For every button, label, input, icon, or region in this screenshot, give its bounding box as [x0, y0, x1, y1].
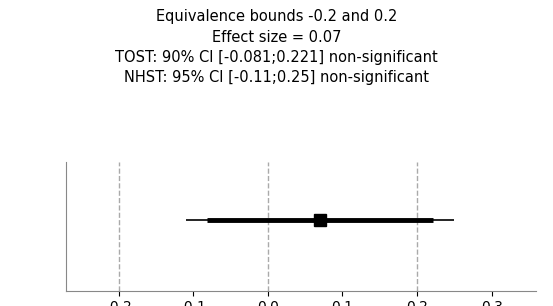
- Text: Equivalence bounds -0.2 and 0.2
Effect size = 0.07
TOST: 90% CI [-0.081;0.221] n: Equivalence bounds -0.2 and 0.2 Effect s…: [115, 9, 438, 85]
